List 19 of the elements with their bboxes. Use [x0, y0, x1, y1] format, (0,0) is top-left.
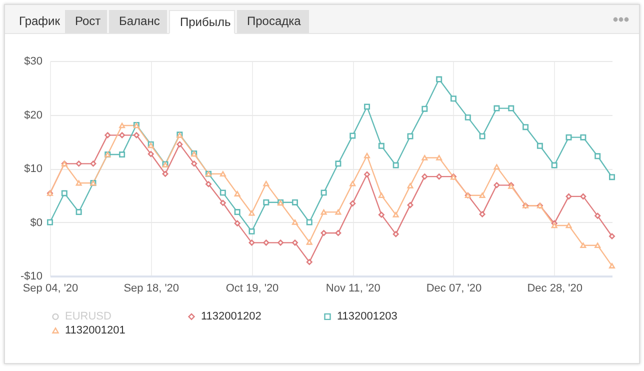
x-tick-label: Sep 04, '20	[22, 282, 78, 294]
x-tick-label: Oct 19, '20	[226, 282, 279, 294]
x-tick-label: Dec 07, '20	[426, 282, 482, 294]
legend-label: 1132001202	[201, 310, 262, 323]
text: Баланс	[109, 10, 167, 33]
y-tick-label: $0	[30, 216, 42, 229]
text: График	[9, 10, 63, 33]
legend-label: 1132001201	[65, 324, 126, 336]
x-tick-label: Nov 11, '20	[326, 282, 380, 294]
x-tick-label: Dec 28, '20	[527, 282, 583, 294]
legend-label: 1132001203	[337, 310, 398, 323]
text: Прибыль	[169, 10, 235, 34]
y-tick-label: $20	[24, 109, 42, 122]
y-tick-label: $10	[24, 163, 42, 175]
y-tick-label: -$10	[20, 270, 42, 282]
text: Просадка	[237, 10, 309, 33]
text: Рост	[65, 10, 107, 33]
y-tick-label: $30	[24, 56, 42, 68]
x-tick-label: Sep 18, '20	[124, 282, 180, 294]
